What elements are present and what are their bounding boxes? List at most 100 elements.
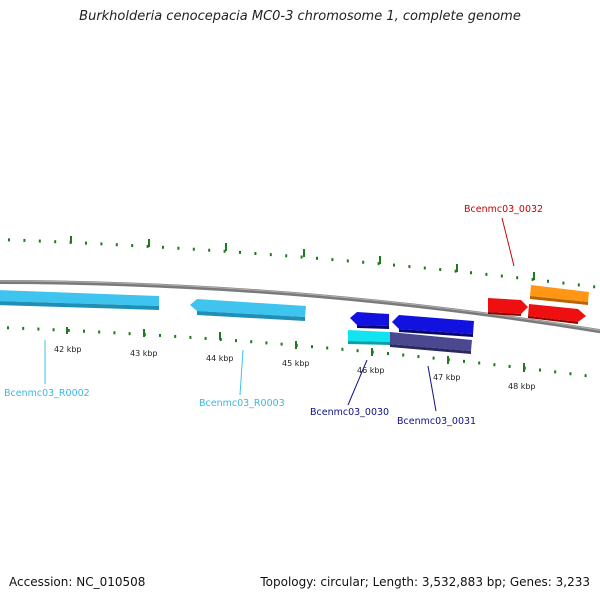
minor-tick — [223, 249, 226, 253]
minor-tick — [402, 353, 405, 357]
minor-tick — [408, 265, 411, 269]
minor-tick — [311, 345, 313, 349]
minor-tick — [508, 364, 511, 368]
minor-tick — [346, 259, 349, 263]
gene-bcenmc03-0031[interactable] — [392, 315, 474, 337]
gene-bcenmc03-r0003[interactable] — [190, 299, 306, 321]
minor-tick — [493, 363, 496, 367]
minor-tick — [316, 256, 318, 260]
minor-tick — [331, 258, 334, 262]
minor-tick — [478, 361, 481, 365]
tick-label: 44 kbp — [206, 354, 234, 363]
minor-tick — [54, 240, 57, 244]
minor-tick — [539, 368, 541, 372]
gene-bcenmc03-0032[interactable] — [488, 298, 586, 324]
minor-tick — [285, 254, 288, 258]
minor-tick — [113, 331, 116, 335]
minor-tick — [239, 250, 241, 254]
minor-tick — [377, 262, 380, 266]
inner-tick-track — [7, 326, 587, 378]
gene-label-0030: Bcenmc03_0030 — [310, 407, 389, 418]
gene-bcenmc03-0030[interactable] — [350, 312, 389, 329]
minor-tick — [470, 271, 472, 275]
minor-tick — [192, 247, 195, 251]
minor-tick — [52, 328, 55, 332]
minor-tick — [280, 342, 283, 346]
minor-tick — [100, 242, 103, 246]
minor-tick — [593, 285, 596, 289]
tick-label: 42 kbp — [54, 345, 82, 354]
gene-bcenmc03-r0002[interactable] — [0, 290, 159, 310]
minor-tick — [38, 239, 41, 243]
minor-tick — [250, 340, 253, 344]
gene-label-r0002: Bcenmc03_R0002 — [4, 388, 90, 399]
minor-tick — [115, 243, 118, 247]
minor-tick — [37, 327, 40, 331]
minor-tick — [269, 253, 272, 257]
tick-label: 45 kbp — [282, 359, 310, 368]
minor-tick — [22, 326, 25, 330]
minor-tick — [189, 335, 192, 339]
minor-tick — [547, 279, 549, 283]
minor-tick — [85, 241, 87, 245]
minor-tick — [326, 346, 329, 350]
minor-tick — [159, 333, 161, 337]
accession-text: Accession: NC_010508 — [9, 575, 146, 589]
minor-tick — [423, 266, 426, 270]
minor-tick — [23, 238, 26, 242]
leader-line-0030 — [347, 359, 368, 406]
minor-tick — [454, 269, 457, 273]
minor-tick — [8, 238, 10, 242]
minor-tick — [362, 260, 365, 264]
minor-tick — [7, 326, 9, 330]
minor-tick — [254, 251, 257, 255]
minor-tick — [577, 283, 580, 287]
gene-label-0031: Bcenmc03_0031 — [397, 416, 476, 427]
minor-tick — [417, 355, 420, 359]
topology-text: Topology: circular; Length: 3,532,883 bp… — [260, 575, 590, 589]
minor-tick — [485, 272, 488, 276]
minor-tick — [235, 339, 237, 343]
minor-tick — [83, 329, 85, 333]
minor-tick — [174, 334, 177, 338]
minor-tick — [387, 352, 389, 356]
tick-label: 43 kbp — [130, 349, 158, 358]
minor-tick — [393, 263, 395, 267]
cyan-feature[interactable] — [348, 330, 390, 345]
minor-tick — [300, 255, 303, 259]
minor-tick — [516, 276, 519, 280]
minor-tick — [341, 347, 344, 351]
minor-tick — [584, 374, 587, 378]
leader-line-r0003 — [239, 349, 244, 396]
minor-tick — [531, 277, 534, 281]
minor-tick — [356, 349, 359, 353]
minor-tick — [500, 274, 503, 278]
gene-label-0032: Bcenmc03_0032 — [464, 204, 543, 215]
minor-tick — [177, 246, 180, 250]
minor-tick — [562, 281, 565, 285]
chromosome-backbone — [0, 280, 600, 334]
orange-feature[interactable] — [530, 285, 589, 305]
minor-tick — [146, 244, 149, 248]
minor-tick — [98, 330, 101, 334]
leader-line-0032 — [501, 217, 515, 267]
slate-feature[interactable] — [390, 332, 472, 354]
leader-line-0031 — [427, 365, 437, 412]
outer-tick-track — [8, 238, 596, 289]
map-title: Burkholderia cenocepacia MC0-3 chromosom… — [79, 9, 521, 24]
minor-tick — [265, 341, 268, 345]
minor-tick — [432, 356, 435, 360]
major-tick-marks — [66, 236, 535, 372]
tick-label: 46 kbp — [357, 366, 385, 375]
minor-tick — [208, 248, 211, 252]
minor-tick — [439, 268, 442, 272]
minor-tick — [463, 359, 465, 363]
minor-tick — [569, 372, 572, 376]
tick-labels: 42 kbp 43 kbp 44 kbp 45 kbp 46 kbp 47 kb… — [54, 345, 536, 391]
minor-tick — [554, 370, 557, 374]
minor-tick — [204, 336, 207, 340]
minor-tick — [128, 332, 131, 336]
gene-label-r0003: Bcenmc03_R0003 — [199, 398, 285, 409]
tick-label: 48 kbp — [508, 382, 536, 391]
